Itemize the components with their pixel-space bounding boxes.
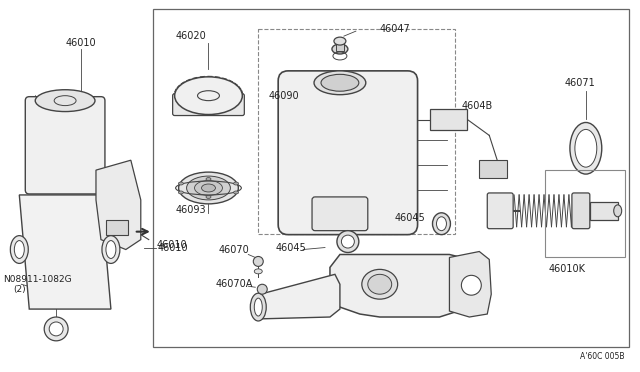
Text: 46045: 46045 bbox=[275, 243, 306, 253]
FancyBboxPatch shape bbox=[312, 197, 368, 231]
Ellipse shape bbox=[35, 90, 95, 112]
Ellipse shape bbox=[314, 71, 366, 95]
Bar bbox=[429, 109, 467, 131]
Text: (2): (2) bbox=[13, 285, 26, 294]
Bar bbox=[153, 9, 628, 347]
Ellipse shape bbox=[175, 77, 243, 115]
Bar bbox=[336, 41, 344, 51]
Text: 46070: 46070 bbox=[218, 244, 249, 254]
Circle shape bbox=[253, 256, 263, 266]
Bar bbox=[479, 160, 507, 178]
Text: 46010K: 46010K bbox=[549, 264, 586, 275]
Ellipse shape bbox=[254, 298, 262, 316]
Circle shape bbox=[257, 284, 268, 294]
Ellipse shape bbox=[254, 269, 262, 274]
Ellipse shape bbox=[570, 122, 602, 174]
Ellipse shape bbox=[337, 231, 359, 253]
Circle shape bbox=[49, 322, 63, 336]
Bar bbox=[106, 220, 128, 235]
Polygon shape bbox=[330, 254, 477, 317]
Ellipse shape bbox=[14, 241, 24, 259]
Text: 46010: 46010 bbox=[66, 38, 97, 48]
Circle shape bbox=[44, 317, 68, 341]
FancyBboxPatch shape bbox=[173, 94, 244, 116]
FancyBboxPatch shape bbox=[26, 97, 105, 194]
Polygon shape bbox=[449, 251, 492, 317]
Ellipse shape bbox=[334, 37, 346, 45]
Text: 46045: 46045 bbox=[395, 213, 426, 223]
FancyBboxPatch shape bbox=[278, 71, 417, 235]
Ellipse shape bbox=[250, 293, 266, 321]
Text: 4604B: 4604B bbox=[461, 100, 493, 110]
Ellipse shape bbox=[179, 182, 184, 185]
Ellipse shape bbox=[368, 274, 392, 294]
Ellipse shape bbox=[332, 44, 348, 54]
Ellipse shape bbox=[234, 191, 239, 194]
Ellipse shape bbox=[187, 176, 230, 200]
Ellipse shape bbox=[362, 269, 397, 299]
Text: 46010: 46010 bbox=[157, 240, 188, 250]
Ellipse shape bbox=[202, 184, 216, 192]
Text: A'60C 005B: A'60C 005B bbox=[580, 352, 625, 361]
Circle shape bbox=[461, 275, 481, 295]
Ellipse shape bbox=[179, 172, 238, 204]
Text: 46093: 46093 bbox=[175, 205, 206, 215]
Ellipse shape bbox=[321, 74, 359, 91]
Ellipse shape bbox=[206, 195, 211, 198]
Text: 46071: 46071 bbox=[565, 78, 596, 88]
Bar bbox=[590, 202, 618, 220]
Text: 46047: 46047 bbox=[380, 24, 410, 34]
Ellipse shape bbox=[10, 235, 28, 263]
FancyBboxPatch shape bbox=[572, 193, 590, 229]
FancyBboxPatch shape bbox=[487, 193, 513, 229]
Polygon shape bbox=[19, 195, 111, 309]
Ellipse shape bbox=[206, 177, 211, 180]
Text: 46070A: 46070A bbox=[216, 279, 253, 289]
Polygon shape bbox=[96, 160, 141, 250]
Ellipse shape bbox=[575, 129, 596, 167]
Ellipse shape bbox=[436, 217, 447, 231]
Bar bbox=[259, 29, 456, 234]
Text: 46010: 46010 bbox=[157, 243, 188, 253]
Text: N08911-1082G: N08911-1082G bbox=[3, 275, 72, 284]
Ellipse shape bbox=[195, 180, 223, 195]
Ellipse shape bbox=[102, 235, 120, 263]
Ellipse shape bbox=[234, 182, 239, 185]
Ellipse shape bbox=[614, 205, 621, 217]
Ellipse shape bbox=[341, 235, 355, 248]
Polygon shape bbox=[255, 274, 340, 319]
Ellipse shape bbox=[179, 191, 184, 194]
Text: 46020: 46020 bbox=[175, 31, 206, 41]
Text: 46090: 46090 bbox=[268, 91, 299, 101]
Bar bbox=[545, 170, 625, 257]
Ellipse shape bbox=[106, 241, 116, 259]
Ellipse shape bbox=[433, 213, 451, 235]
